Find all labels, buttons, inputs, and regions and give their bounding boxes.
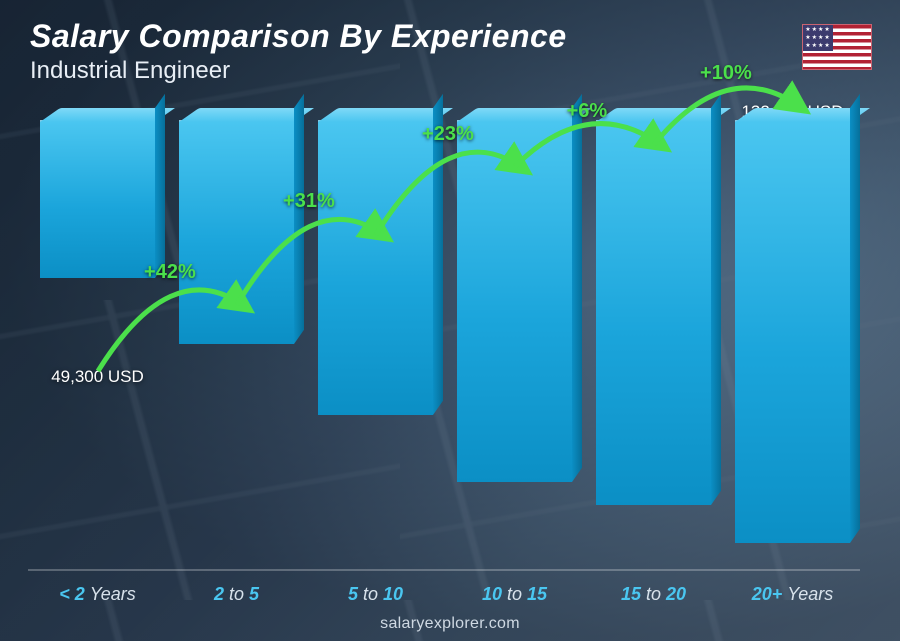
x-tick: 20+ Years [735,584,850,605]
footer-credit: salaryexplorer.com [0,615,900,633]
bar-slot: 69,900 USD [179,120,294,569]
x-tick: 15 to 20 [596,584,711,605]
bar-chart: 49,300 USD69,900 USD91,900 USD113,000 US… [40,120,850,569]
header: Salary Comparison By Experience Industri… [30,18,567,85]
chart-baseline [28,569,860,571]
bar [179,120,294,344]
bar-slot: 120,000 USD [596,120,711,569]
bar [40,120,155,278]
bar [735,120,850,543]
bar-slot: 132,000 USD [735,120,850,569]
bars-container: 49,300 USD69,900 USD91,900 USD113,000 US… [40,120,850,569]
x-tick: 2 to 5 [179,584,294,605]
bar [596,120,711,505]
chart-subtitle: Industrial Engineer [30,57,567,85]
bar-slot: 91,900 USD [318,120,433,569]
x-axis: < 2 Years 2 to 5 5 to 10 10 to 15 15 to 20 20… [40,584,850,605]
x-tick: 5 to 10 [318,584,433,605]
bar [318,120,433,415]
x-tick: 10 to 15 [457,584,572,605]
chart-title: Salary Comparison By Experience [30,18,567,55]
country-flag-us [802,24,872,70]
x-tick: < 2 Years [40,584,155,605]
bar-value-label: 49,300 USD [6,367,190,387]
bar-slot: 113,000 USD [457,120,572,569]
bar-slot: 49,300 USD [40,120,155,569]
bar [457,120,572,482]
